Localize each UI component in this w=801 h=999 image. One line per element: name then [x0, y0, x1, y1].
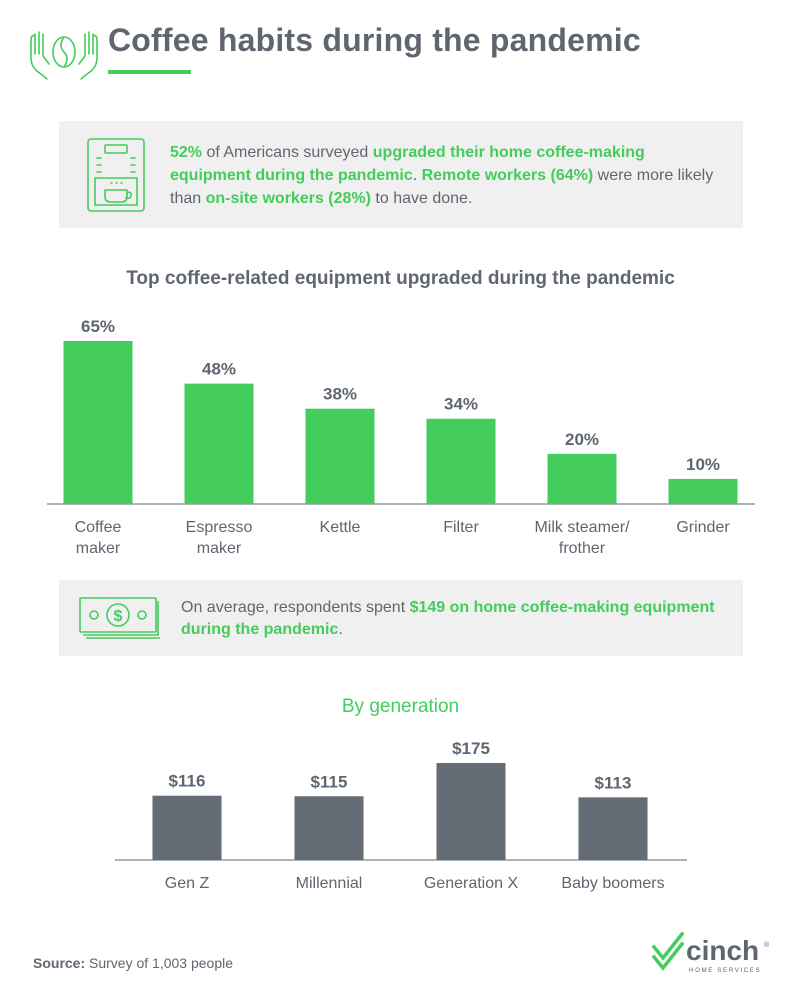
- cinch-logo: cinch ® HOME SERVICES: [651, 931, 770, 974]
- category-label: maker: [76, 540, 121, 557]
- bar-value-label: 65%: [81, 317, 115, 336]
- generation-title: By generation: [341, 696, 460, 717]
- category-label: Grinder: [676, 519, 730, 536]
- category-label: Gen Z: [165, 875, 210, 892]
- bar: [436, 763, 506, 860]
- spend-fragment: On average, respondents spent: [181, 599, 410, 616]
- spend-fragment: .: [338, 621, 343, 638]
- category-label: Millennial: [296, 875, 363, 892]
- bar-value-label: 10%: [686, 455, 720, 474]
- stat-highlight: Remote workers (64%): [421, 167, 594, 184]
- category-label: Coffee: [75, 519, 122, 536]
- bar-value-label: $116: [169, 772, 206, 791]
- spend-panel: [59, 580, 743, 656]
- bar: [668, 478, 738, 504]
- stat-fragment: .: [412, 167, 422, 184]
- category-label: Milk steamer/: [534, 519, 630, 536]
- spend-highlight: $149 on home coffee-making equipment dur…: [181, 599, 715, 638]
- bar-value-label: 34%: [444, 395, 478, 414]
- category-label: maker: [197, 540, 242, 557]
- bar: [294, 796, 364, 860]
- source-label: Source:: [33, 955, 86, 971]
- logo-wordmark: cinch: [686, 935, 759, 966]
- stat-highlight: upgraded their home coffee-making equipm…: [170, 144, 645, 184]
- title-underline: [108, 70, 191, 74]
- chart-title: Top coffee-related equipment upgraded du…: [126, 268, 675, 289]
- bar-value-label: $113: [595, 773, 632, 792]
- logo-registered-mark: ®: [764, 941, 770, 949]
- spend-text: On average, respondents spent $149 on ho…: [181, 597, 721, 641]
- generation-bar-chart: $116 Gen Z $115 Millennial $175 Generation X $…: [115, 739, 687, 892]
- source-text: Survey of 1,003 people: [85, 955, 234, 971]
- category-label: Baby boomers: [561, 875, 664, 892]
- category-label: Espresso: [186, 519, 253, 536]
- category-label: Filter: [443, 519, 479, 536]
- bar: [547, 453, 617, 504]
- svg-text:$: $: [114, 608, 123, 625]
- coffee-machine-icon: [87, 138, 145, 212]
- category-label: Generation X: [424, 875, 519, 892]
- source-note: Source: Survey of 1,003 people: [33, 955, 233, 971]
- hands-coffee-bean-icon: [30, 31, 98, 80]
- stat-fragment: to have done.: [370, 190, 473, 207]
- bar-value-label: $175: [452, 739, 490, 758]
- bar-value-label: 20%: [565, 430, 599, 449]
- bar: [578, 797, 648, 860]
- stat-fragment: were more likely than: [170, 167, 714, 207]
- equipment-bar-chart: 65% Coffee maker 48% Espresso maker 38% Kettle 3…: [47, 317, 755, 557]
- page-title: Coffee habits during the pandemic: [108, 22, 641, 58]
- category-label: frother: [559, 540, 606, 557]
- stat-highlight: 52%: [170, 144, 203, 161]
- bar: [63, 341, 133, 504]
- bar-value-label: $115: [311, 772, 348, 791]
- stat-fragment: of Americans surveyed: [202, 144, 373, 161]
- bar-value-label: 38%: [323, 385, 357, 404]
- money-bills-icon: $: [79, 597, 160, 639]
- stat-panel: [59, 121, 743, 228]
- stat-text: 52% of Americans surveyed upgraded their…: [170, 141, 730, 210]
- bar: [426, 418, 496, 504]
- bar: [152, 795, 222, 860]
- bar: [184, 383, 254, 504]
- bar-value-label: 48%: [202, 360, 236, 379]
- bar: [305, 408, 375, 504]
- category-label: Kettle: [320, 519, 361, 536]
- stat-highlight: on-site workers (28%): [205, 190, 371, 207]
- logo-subtitle: HOME SERVICES: [689, 967, 761, 974]
